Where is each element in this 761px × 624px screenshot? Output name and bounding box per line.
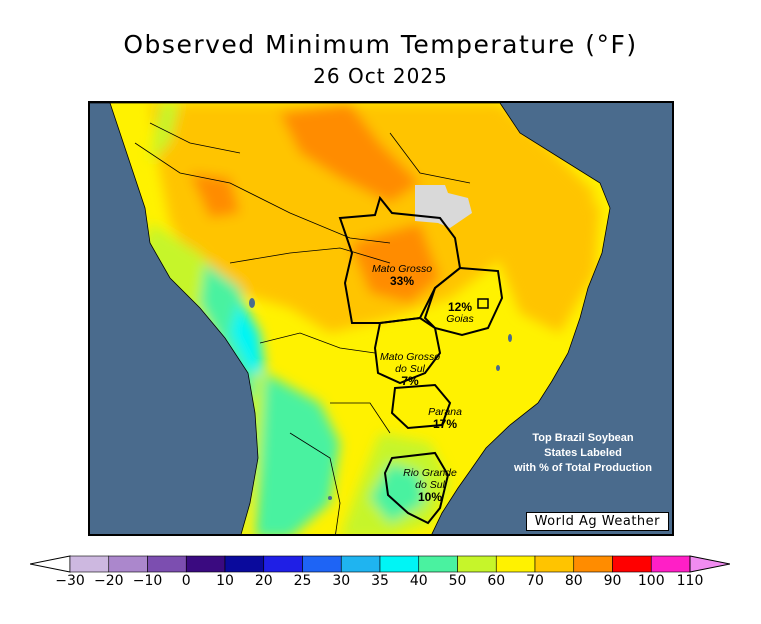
note-line-1: Top Brazil Soybean <box>532 432 634 444</box>
rio-grande-do-sul-share: 10% <box>417 490 443 504</box>
colorbar-tick-label: −30 <box>55 573 85 589</box>
colorbar-bin <box>495 555 536 573</box>
colorbar-tick-label: 90 <box>603 573 622 589</box>
rio-grande-do-sul-name-line2: do Sul <box>415 479 445 491</box>
temperature-map[interactable]: Mato Grosso 33% 12% Goias Mato Grosso do… <box>88 101 674 536</box>
mato-grosso-do-sul-name-line1: Mato Grosso <box>379 351 441 363</box>
label-goias: 12% Goias <box>430 301 490 325</box>
colorbar-under-arrow <box>30 555 71 573</box>
colorbar-tick-label: 100 <box>637 573 665 589</box>
mato-grosso-do-sul-share: 7% <box>401 374 419 388</box>
note-line-3: with % of Total Production <box>514 462 652 474</box>
goias-share: 12% <box>447 300 473 314</box>
colorbar-bin <box>340 555 381 573</box>
colorbar-tick-label: 80 <box>564 573 583 589</box>
colorbar-bin <box>457 555 497 573</box>
colorbar-bin <box>534 555 575 573</box>
note-line-2: States Labeled <box>544 447 622 459</box>
lakes <box>249 298 512 500</box>
colorbar-tick-label: 40 <box>409 573 428 589</box>
colorbar-bin <box>108 555 148 573</box>
label-parana: Parana 17% <box>405 406 485 430</box>
mato-grosso-do-sul-name-line2: do Sul <box>395 363 425 375</box>
colorbar-tick-label: −10 <box>132 573 163 589</box>
state-outline-rio-grande-do-sul <box>383 451 450 525</box>
state-outline-parana <box>390 383 452 430</box>
credit-box: World Ag Weather <box>525 512 669 531</box>
parana-share: 17% <box>432 417 458 431</box>
date-subtitle: 26 Oct 2025 <box>313 64 448 88</box>
borders <box>90 103 611 534</box>
colorbar-tick-label: 70 <box>526 573 544 589</box>
goias-name: Goias <box>446 313 474 325</box>
colorbar-bin <box>302 555 342 573</box>
colorbar-bin <box>418 555 458 573</box>
colorbar-bin <box>185 555 226 573</box>
colorbar-tick-label: 50 <box>448 573 467 589</box>
colorbar-tick-label: 0 <box>181 573 191 589</box>
colorbar-tick-label: 30 <box>332 573 351 589</box>
colorbar-bin <box>379 555 420 573</box>
soybean-state-outlines <box>338 195 504 525</box>
colorbar-bin <box>69 555 110 573</box>
label-rio-grande-do-sul: Rio Grande do Sul 10% <box>390 467 470 503</box>
soybean-note: Top Brazil Soybean States Labeled with %… <box>498 431 668 476</box>
label-mato-grosso: Mato Grosso 33% <box>362 263 442 287</box>
colorbar-tick-label: 25 <box>293 573 312 589</box>
rio-grande-do-sul-name-line1: Rio Grande <box>403 467 457 479</box>
chart-title: Observed Minimum Temperature (°F) <box>123 30 638 59</box>
colorbar-tick-label: 35 <box>371 573 389 589</box>
colorbar-tick-label: −20 <box>93 573 124 589</box>
state-outline-mato-grosso-do-sul <box>373 316 442 385</box>
colorbar-bin <box>263 555 303 573</box>
mato-grosso-name: Mato Grosso <box>371 263 433 275</box>
colorbar-tick-label: 10 <box>216 573 234 589</box>
state-outline-goias <box>423 266 504 337</box>
colorbar-tick-label: 110 <box>676 573 704 589</box>
colorbar-bin <box>224 555 265 573</box>
colorbar <box>30 555 730 573</box>
colorbar-bin <box>612 555 652 573</box>
label-mato-grosso-do-sul: Mato Grosso do Sul 7% <box>370 351 450 387</box>
colorbar-over-arrow <box>689 555 730 573</box>
parana-name: Parana <box>428 406 462 418</box>
colorbar-bin <box>573 555 613 573</box>
colorbar-bin <box>650 555 691 573</box>
map-graphic <box>90 103 611 534</box>
colorbar-tick-label: 60 <box>487 573 506 589</box>
colorbar-bin <box>147 555 187 573</box>
mato-grosso-share: 33% <box>389 274 415 288</box>
colorbar-ticks: −30 −20 −10 0 10 20 25 30 35 40 50 60 70 80 90 100 110 <box>30 573 730 593</box>
colorbar-tick-label: 20 <box>254 573 273 589</box>
